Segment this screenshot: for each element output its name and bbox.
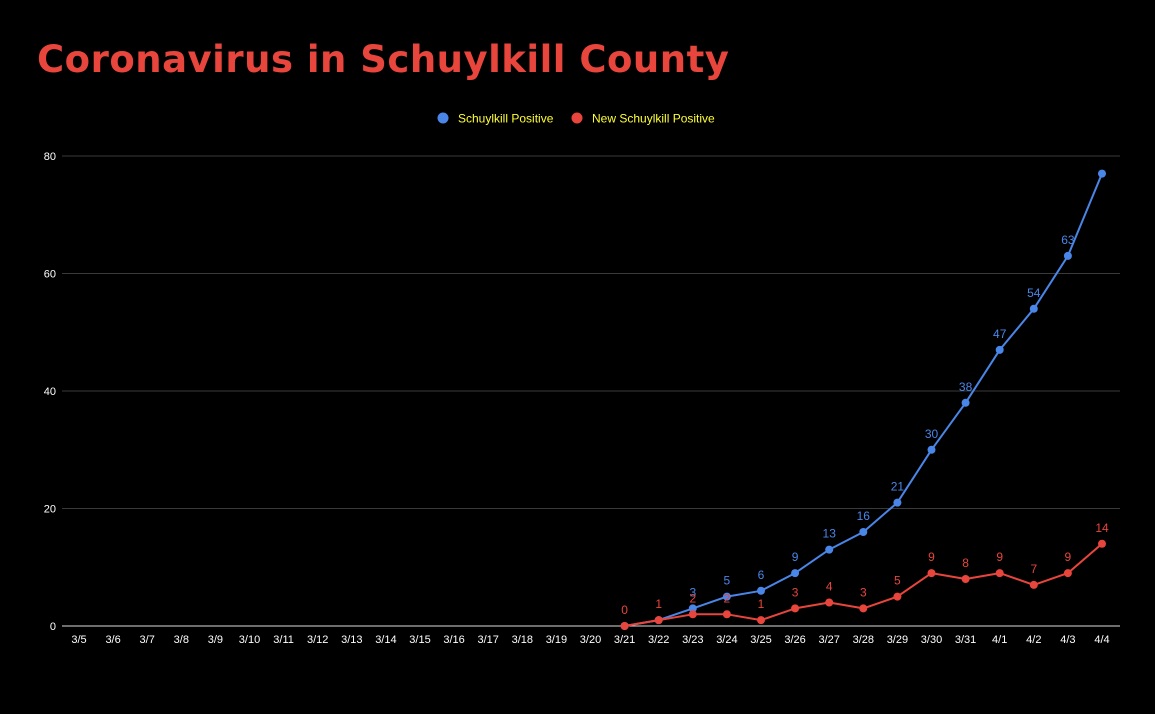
x-tick-label: 4/3 (1060, 634, 1075, 646)
data-point (961, 575, 970, 583)
data-point (995, 345, 1004, 354)
data-point (757, 586, 765, 595)
x-tick-label: 3/18 (512, 634, 533, 646)
data-point (654, 616, 663, 625)
x-tick-label: 3/24 (716, 634, 737, 646)
data-point (620, 622, 629, 630)
x-tick-label: 3/27 (818, 634, 839, 646)
y-tick-label: 80 (44, 151, 56, 163)
y-tick-label: 40 (44, 386, 56, 398)
data-label: 8 (962, 556, 969, 570)
data-point (995, 569, 1004, 578)
x-tick-label: 3/12 (307, 634, 328, 646)
x-tick-label: 3/11 (273, 634, 294, 646)
x-tick-label: 3/31 (955, 634, 976, 646)
data-point (961, 398, 970, 407)
data-label: 2 (689, 591, 696, 605)
data-point (688, 604, 697, 613)
x-tick-label: 3/21 (614, 634, 635, 646)
x-tick-label: 3/17 (477, 634, 498, 646)
x-tick-label: 3/20 (580, 634, 601, 646)
x-tick-label: 3/23 (682, 634, 703, 646)
x-tick-label: 3/8 (174, 634, 189, 646)
data-point (1063, 251, 1072, 260)
x-tick-label: 3/9 (208, 634, 223, 646)
data-label: 9 (1065, 550, 1072, 564)
series-line (624, 173, 1103, 627)
data-label: 5 (724, 574, 731, 588)
data-label: 7 (1030, 562, 1037, 576)
x-tick-label: 3/19 (546, 634, 567, 646)
data-point (1063, 569, 1072, 578)
data-point (825, 545, 834, 554)
data-label: 2 (724, 591, 731, 605)
data-point (859, 604, 868, 613)
data-point (859, 528, 868, 536)
x-tick-label: 3/30 (921, 634, 942, 646)
data-point (791, 569, 800, 578)
x-tick-label: 3/16 (443, 634, 464, 646)
data-label: 9 (996, 550, 1003, 564)
data-label: 38 (959, 380, 973, 394)
data-label: 3 (689, 585, 696, 599)
data-label: 63 (1061, 233, 1075, 247)
data-point (757, 616, 765, 625)
data-point (893, 498, 902, 507)
x-tick-label: 4/4 (1094, 634, 1109, 646)
data-label: 13 (823, 527, 837, 541)
data-label: 16 (857, 509, 871, 523)
data-label: 30 (925, 427, 939, 441)
data-point (722, 610, 731, 619)
legend-marker (437, 112, 449, 124)
data-point (825, 598, 834, 607)
x-tick-label: 3/14 (375, 634, 396, 646)
x-tick-label: 3/5 (71, 634, 86, 646)
x-tick-label: 4/1 (992, 634, 1007, 646)
data-point (1029, 580, 1038, 589)
data-label: 3 (792, 585, 799, 599)
data-label: 9 (928, 550, 935, 564)
legend-marker (571, 112, 583, 124)
data-point (688, 610, 697, 619)
data-label: 54 (1027, 286, 1041, 300)
x-tick-label: 3/25 (750, 634, 771, 646)
y-tick-label: 20 (44, 504, 56, 516)
data-point (1098, 539, 1106, 548)
x-tick-label: 3/15 (409, 634, 430, 646)
data-label: 5 (894, 574, 901, 588)
x-tick-label: 3/28 (853, 634, 874, 646)
data-point (893, 592, 902, 601)
data-label: 6 (758, 568, 765, 582)
data-label: 1 (655, 597, 662, 611)
x-tick-label: 3/29 (887, 634, 908, 646)
data-point (927, 569, 936, 578)
data-point (927, 445, 936, 454)
data-label: 1 (758, 597, 765, 611)
data-point (791, 604, 800, 613)
chart-title: Coronavirus in Schuylkill County (37, 38, 730, 81)
x-tick-label: 4/2 (1026, 634, 1041, 646)
data-label: 0 (621, 603, 628, 617)
x-tick-label: 3/7 (140, 634, 155, 646)
data-point (1098, 169, 1106, 178)
legend-label: Schuylkill Positive (458, 112, 554, 126)
data-label: 3 (860, 585, 867, 599)
x-tick-label: 3/10 (239, 634, 260, 646)
data-label: 47 (993, 327, 1007, 341)
data-point (1029, 304, 1038, 313)
data-label: 9 (792, 550, 799, 564)
x-tick-label: 3/26 (784, 634, 805, 646)
data-label: 21 (891, 480, 905, 494)
data-label: 4 (826, 580, 833, 594)
data-label: 14 (1095, 521, 1109, 535)
x-tick-label: 3/13 (341, 634, 362, 646)
x-tick-label: 3/6 (105, 634, 120, 646)
y-tick-label: 0 (50, 621, 56, 633)
legend-label: New Schuylkill Positive (592, 112, 715, 126)
x-tick-label: 3/22 (648, 634, 669, 646)
data-point (722, 592, 731, 601)
y-tick-label: 60 (44, 269, 56, 281)
